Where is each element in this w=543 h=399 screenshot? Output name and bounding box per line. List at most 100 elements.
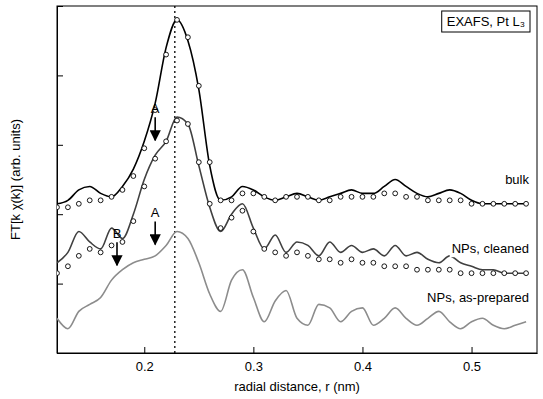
fit-point [338,194,343,199]
fit-point [284,253,289,258]
annotation-arrow [154,221,156,244]
fit-point [76,253,81,258]
annotation-label: A [151,101,160,116]
x-tick-label: 0.4 [354,359,372,374]
fit-point [207,201,212,206]
fit-point [393,264,398,269]
fit-point [207,160,212,165]
fit-point [142,184,147,189]
x-tick: 0.4 [354,347,372,374]
fit-point [164,139,169,144]
fit-point [404,264,409,269]
fit-point [109,243,114,248]
fit-point [175,118,180,123]
fit-point [284,194,289,199]
chart: 0.2 0.3 0.4 0.5 bulk NPs, cleaned NPs, as-prep… [0,0,543,399]
x-tick: 0.2 [136,347,154,374]
fit-point [186,35,191,40]
y-tick-mark [57,75,63,76]
fit-point [513,201,518,206]
curve-label-group: bulk [503,171,531,188]
fit-point [480,201,485,206]
y-axis [57,7,63,354]
fit-point [87,247,92,252]
fit-point [153,156,158,161]
x-tick-label: 0.5 [463,359,481,374]
fit-point [524,271,529,276]
curve-label-bg [450,240,531,257]
x-tick-mark [472,347,473,353]
fit-point [142,146,147,151]
fit-point [109,194,114,199]
y-tick [57,6,63,7]
fit-point [273,198,278,203]
fit-point [229,198,234,203]
x-axis: 0.2 0.3 0.4 0.5 [58,347,538,374]
curve-label-bg [503,171,531,188]
x-axis-line [58,353,538,354]
fit-point [295,250,300,255]
y-tick [57,75,63,76]
fit-point [66,264,71,269]
curve-labels: bulk NPs, cleaned NPs, as-prepared [425,171,531,306]
fit-point [186,122,191,127]
fit-point [426,267,431,272]
fit-point [131,219,136,224]
annotation-arrow [154,117,156,140]
fit-point [502,271,507,276]
fit-point [447,267,452,272]
annotation-label: B [113,226,122,241]
fit-point [393,191,398,196]
plot-frame [57,6,537,353]
fit-point [196,160,201,165]
title-frame [442,11,530,32]
fit-point [164,52,169,57]
fit-point [295,194,300,199]
series-line [57,20,526,204]
fit-point [273,250,278,255]
fit-point [469,201,474,206]
fit-point [513,271,518,276]
fit-point [120,188,125,193]
x-tick: 0.3 [245,347,263,374]
fit-point [327,198,332,203]
fit-point [175,17,180,22]
fit-point [349,194,354,199]
fit-point [229,215,234,220]
fit-point [218,198,223,203]
fit-point [196,83,201,88]
fit-point [306,253,311,258]
fit-point [57,205,59,210]
fit-point [98,250,103,255]
fit-point [382,191,387,196]
curve-label: NPs, cleaned [452,241,529,256]
plot: 0.2 0.3 0.4 0.5 bulk NPs, cleaned NPs, as-prep… [55,6,538,374]
fit-point [349,257,354,262]
y-tick [57,145,63,146]
x-tick-mark [144,347,145,353]
fit-point [316,198,321,203]
fit-point [251,191,256,196]
curve-label-bg [425,289,531,306]
fit-point [415,194,420,199]
fit-point [415,267,420,272]
title-box: EXAFS, Pt L₃ [442,11,530,32]
annotation-label: A [151,205,160,220]
curve-label-group: NPs, cleaned [450,240,531,257]
curve-label-group: NPs, as-prepared [425,289,531,306]
fit-point [382,264,387,269]
fit-point [76,201,81,206]
fit-point [426,198,431,203]
x-tick-label: 0.3 [245,359,263,374]
y-tick-mark [57,6,63,7]
fit-point [469,271,474,276]
fit-point [502,201,507,206]
fit-point [327,257,332,262]
fit-point [262,247,267,252]
fit-point [360,194,365,199]
fit-point [87,198,92,203]
fit-point [251,229,256,234]
fit-point [371,260,376,265]
fit-point [360,260,365,265]
fit-point [306,194,311,199]
